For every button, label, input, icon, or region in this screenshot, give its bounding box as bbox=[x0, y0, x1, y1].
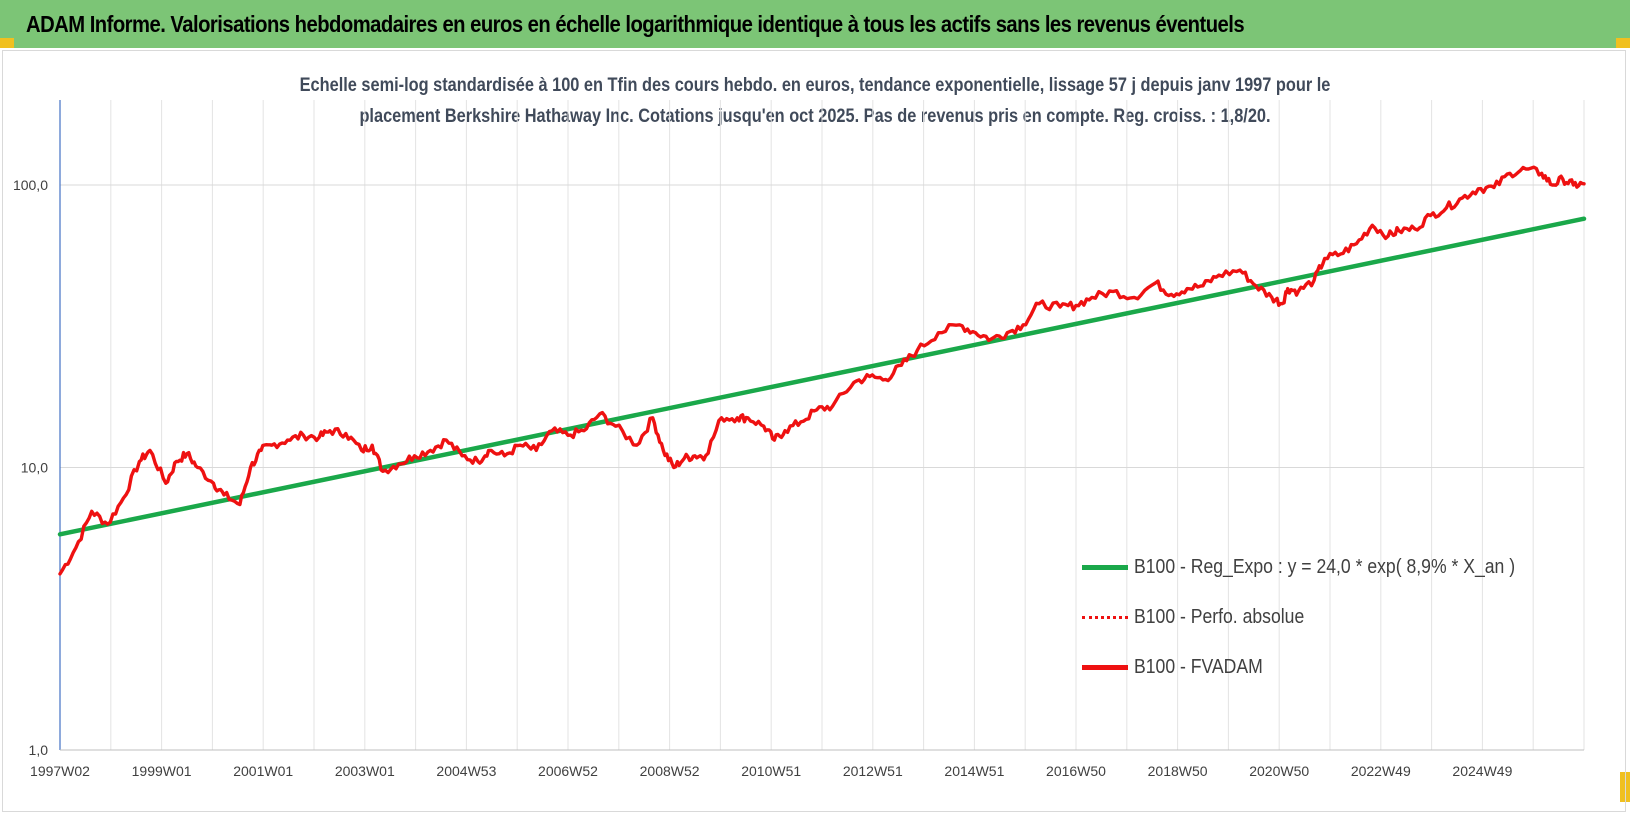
x-tick-label: 1999W01 bbox=[132, 763, 192, 779]
chart-title-line-2: placement Berkshire Hathaway Inc. Cotati… bbox=[359, 106, 1271, 127]
x-tick-label: 2003W01 bbox=[335, 763, 395, 779]
x-tick-label: 2012W51 bbox=[843, 763, 903, 779]
x-tick-label: 2020W50 bbox=[1249, 763, 1309, 779]
legend-item-perfo-absolue: B100 - Perfo. absolue bbox=[1082, 592, 1582, 642]
x-tick-label: 1997W02 bbox=[30, 763, 90, 779]
report-title: ADAM Informe. Valorisations hebdomadaire… bbox=[26, 10, 1245, 37]
report-header-bar: ADAM Informe. Valorisations hebdomadaire… bbox=[0, 0, 1630, 48]
x-tick-label: 2008W52 bbox=[640, 763, 700, 779]
x-tick-label: 2004W53 bbox=[436, 763, 496, 779]
legend-item-reg-expo: B100 - Reg_Expo : y = 24,0 * exp( 8,9% *… bbox=[1082, 542, 1582, 592]
y-tick-label: 1,0 bbox=[29, 742, 49, 758]
y-tick-label: 100,0 bbox=[13, 177, 48, 193]
legend-swatch-dotted-red bbox=[1082, 615, 1128, 619]
corner-marker-top-left bbox=[0, 38, 14, 48]
series-line-reg-expo bbox=[57, 216, 1587, 537]
corner-marker-top-right bbox=[1616, 38, 1630, 48]
x-tick-label: 2024W49 bbox=[1452, 763, 1512, 779]
x-tick-label: 2014W51 bbox=[944, 763, 1004, 779]
x-tick-label: 2010W51 bbox=[741, 763, 801, 779]
legend-label-reg-expo: B100 - Reg_Expo : y = 24,0 * exp( 8,9% *… bbox=[1134, 555, 1516, 578]
legend-label-fvadam: B100 - FVADAM bbox=[1134, 655, 1263, 678]
x-tick-label: 2018W50 bbox=[1148, 763, 1208, 779]
legend-swatch-solid-red bbox=[1082, 664, 1128, 670]
chart-title-line-1: Echelle semi-log standardisée à 100 en T… bbox=[299, 75, 1331, 96]
legend-swatch-solid-green bbox=[1082, 564, 1128, 570]
x-tick-label: 2022W49 bbox=[1351, 763, 1411, 779]
y-tick-label: 10,0 bbox=[21, 460, 48, 476]
x-tick-label: 2001W01 bbox=[233, 763, 293, 779]
chart-frame bbox=[2, 50, 1626, 812]
chart-legend: B100 - Reg_Expo : y = 24,0 * exp( 8,9% *… bbox=[1082, 542, 1582, 692]
chart-title: Echelle semi-log standardisée à 100 en T… bbox=[140, 70, 1490, 132]
legend-label-perfo-absolue: B100 - Perfo. absolue bbox=[1134, 605, 1305, 628]
series-line-fvadam bbox=[58, 165, 1586, 576]
legend-item-fvadam: B100 - FVADAM bbox=[1082, 642, 1582, 692]
x-tick-label: 2016W50 bbox=[1046, 763, 1106, 779]
x-tick-label: 2006W52 bbox=[538, 763, 598, 779]
